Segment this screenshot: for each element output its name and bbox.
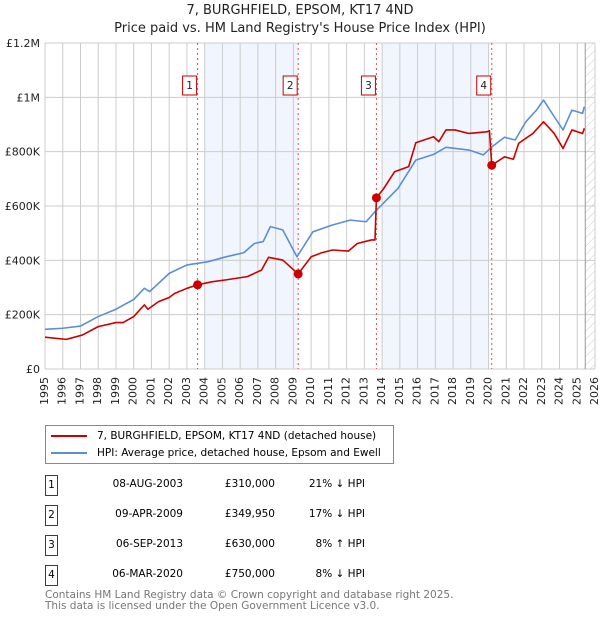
sale-price: £349,950 [224,508,275,520]
legend-label: 7, BURGHFIELD, EPSOM, KT17 4ND (detached… [97,430,377,442]
y-tick-label: £0 [26,363,40,376]
x-tick-label: 2026 [588,377,600,405]
x-tick-label: 2016 [411,377,424,405]
footer-line: This data is licensed under the Open Gov… [45,600,380,612]
sale-date: 06-MAR-2020 [112,568,183,580]
transaction-row: 1 08-AUG-2003 £310,000 21% ↓ HPI [45,475,445,496]
x-tick-label: 2002 [162,377,175,405]
x-tick-label: 1995 [38,377,51,405]
x-tick-label: 1999 [109,377,122,405]
chart-title: 7, BURGHFIELD, EPSOM, KT17 4ND [186,3,414,18]
footer-line: Contains HM Land Registry data © Crown c… [45,589,454,601]
sale-number: 3 [365,80,372,92]
legend-swatch-blue [51,452,87,454]
y-tick-label: £1M [17,91,41,104]
sale-marker-badge: 1 [45,475,58,496]
sale-price: £310,000 [224,478,275,490]
sale-box [360,75,376,96]
sale-number: 1 [186,80,193,92]
x-tick-label: 2024 [553,377,566,405]
x-tick-label: 2021 [499,377,512,405]
footer: Contains HM Land Registry data © Crown c… [45,590,453,612]
x-tick-label: 2006 [233,377,246,405]
transaction-row: 2 09-APR-2009 £349,950 17% ↓ HPI [45,505,445,526]
sale-marker-badge: 2 [45,505,58,526]
x-tick-label: 2011 [322,377,335,405]
legend-item-property: 7, BURGHFIELD, EPSOM, KT17 4ND (detached… [51,430,376,442]
sale-price: £630,000 [224,538,275,550]
sale-label-box: 4 [476,75,492,96]
x-tick-label: 1997 [73,377,86,405]
x-tick-label: 2023 [535,377,548,405]
x-tick-label: 2010 [304,377,317,405]
sale-number: 4 [480,80,487,92]
sale-number: 2 [287,80,294,92]
y-tick-label: £600K [5,200,41,213]
legend-swatch-red [51,435,87,437]
hpi-diff: 21% ↓ HPI [308,478,365,490]
sale-point [487,160,497,170]
y-tick-label: £1.2M [6,37,40,50]
sale-price: £750,000 [224,568,275,580]
sale-marker-badge: 4 [45,565,58,586]
x-tick-label: 2017 [428,377,441,405]
hpi-diff: 8% ↓ HPI [315,568,365,580]
sale-point [293,269,303,279]
x-tick-label: 2003 [180,377,193,405]
sale-date: 06-SEP-2013 [115,538,183,550]
sale-date: 09-APR-2009 [115,508,183,520]
sale-label-box: 3 [360,75,376,96]
sale-label-box: 1 [182,75,198,96]
x-tick-label: 2025 [570,377,583,405]
y-tick-label: £400K [5,254,41,267]
sale-box [182,75,198,96]
sale-label-box: 2 [282,75,298,96]
x-tick-label: 2007 [251,377,264,405]
sale-box [282,75,298,96]
x-tick-label: 2008 [269,377,282,405]
x-tick-label: 2018 [446,377,459,405]
y-tick-label: £800K [5,146,41,159]
y-tick-label: £200K [5,309,41,322]
x-tick-label: 2013 [357,377,370,405]
x-tick-label: 2019 [464,377,477,405]
sale-date: 08-AUG-2003 [112,478,183,490]
sale-box [476,75,492,96]
sale-point [371,193,381,203]
legend: 7, BURGHFIELD, EPSOM, KT17 4ND (detached… [45,425,394,464]
x-tick-label: 2015 [393,377,406,405]
x-tick-label: 2001 [144,377,157,405]
transaction-row: 4 06-MAR-2020 £750,000 8% ↓ HPI [45,565,445,586]
transaction-row: 3 06-SEP-2013 £630,000 8% ↑ HPI [45,535,445,556]
hpi-diff: 17% ↓ HPI [308,508,365,520]
x-tick-label: 2012 [340,377,353,405]
legend-label: HPI: Average price, detached house, Epso… [97,447,381,459]
x-tick-label: 2009 [286,377,299,405]
series-line [44,120,586,341]
sale-point [193,280,203,290]
chart-subtitle: Price paid vs. HM Land Registry's House … [114,21,486,36]
price-chart: 1995 1996 1997 1998 1999 2000 2001 2002 2003 2004… [5,37,600,405]
x-tick-label: 2014 [375,377,388,405]
sale-marker-badge: 3 [45,535,58,556]
x-tick-label: 2005 [215,377,228,405]
x-tick-label: 2004 [198,377,211,405]
x-tick-label: 2020 [482,377,495,405]
x-tick-label: 2022 [517,377,530,405]
x-tick-label: 1996 [56,377,69,405]
legend-item-hpi: HPI: Average price, detached house, Epso… [51,447,381,459]
x-tick-label: 1998 [91,377,104,405]
hpi-diff: 8% ↑ HPI [315,538,365,550]
x-tick-label: 2000 [127,377,140,405]
series-line [44,99,586,331]
